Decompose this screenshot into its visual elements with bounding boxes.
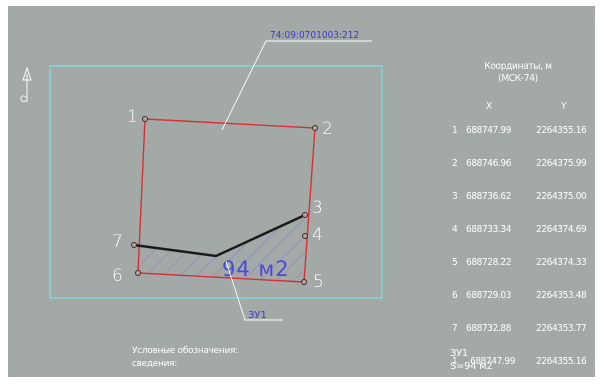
y-value: 2264353.77 <box>536 323 587 334</box>
point-number: 7 <box>452 323 458 334</box>
y-value: 2264374.69 <box>536 224 587 235</box>
coordinate-row: 1 688747.99 2264355.16 <box>438 125 598 158</box>
coordinates-title: Координаты, м (МСК-74) <box>438 61 598 85</box>
vertex-marker <box>312 125 318 131</box>
division-line <box>133 213 306 258</box>
column-y-header: Y <box>561 101 567 112</box>
coordinate-row: 1 688747.99 2264355.16 <box>438 356 598 389</box>
coordinate-row: 3 688736.62 2264375.00 <box>438 191 598 224</box>
y-value: 2264375.99 <box>536 158 587 169</box>
column-x-header: X <box>486 101 493 112</box>
drawing-canvas: С 1 2 3 4 5 6 7 94 м2 <box>8 6 595 377</box>
point-number: 4 <box>452 224 458 235</box>
summary-area: S=94 м2 <box>450 361 493 372</box>
vertex-marker <box>302 233 308 239</box>
parcel-drawing: С 1 2 3 4 5 6 7 94 м2 <box>20 30 383 321</box>
summary-parcel: ЗУ1 <box>450 348 468 359</box>
vertex-marker <box>302 212 308 218</box>
cadastral-number: 74:09:0701003:212 <box>270 30 359 41</box>
x-value: 688747.99 <box>470 356 516 367</box>
x-value: 688733.34 <box>466 224 512 235</box>
legend-subtitle: сведения: <box>132 359 178 369</box>
point-number: 1 <box>452 356 458 367</box>
parcel-leader-line <box>225 260 283 321</box>
point-number: 1 <box>452 125 458 136</box>
coordinates-title-line2: (МСК-74) <box>498 73 538 84</box>
north-arrow-icon: С <box>20 66 32 104</box>
coordinate-row: 2 688746.96 2264375.99 <box>438 158 598 191</box>
x-value: 688728.22 <box>466 257 512 268</box>
point-number: 2 <box>452 158 458 169</box>
y-value: 2264374.33 <box>536 257 587 268</box>
vertex-label-1: 1 <box>127 107 138 127</box>
vertex-marker <box>301 279 307 285</box>
y-value: 2264355.16 <box>536 356 587 367</box>
point-number: 6 <box>452 290 458 301</box>
vertex-label-3: 3 <box>312 198 323 218</box>
coordinates-title-line1: Координаты, м <box>484 61 552 72</box>
x-value: 688747.99 <box>466 125 512 136</box>
coordinate-row: 7 688732.88 2264353.77 <box>438 323 598 356</box>
north-arrow-label: С <box>20 94 27 104</box>
cadastral-leader-line <box>221 40 372 131</box>
vertex-label-6: 6 <box>112 266 123 286</box>
coordinate-row: 5 688728.22 2264374.33 <box>438 257 598 290</box>
hatched-area <box>135 215 305 282</box>
vertex-label-5: 5 <box>313 272 324 292</box>
x-value: 688729.03 <box>466 290 512 301</box>
vertex-label-7: 7 <box>112 232 123 252</box>
y-value: 2264353.48 <box>536 290 587 301</box>
vertex-marker <box>135 270 141 276</box>
vertex-marker <box>131 242 137 248</box>
legend-title: Условные обозначения: <box>132 346 238 356</box>
point-number: 3 <box>452 191 458 202</box>
coordinates-table: Координаты, м (МСК-74) X Y 1 688747.99 2… <box>438 61 598 389</box>
point-number: 5 <box>452 257 458 268</box>
x-value: 688736.62 <box>466 191 512 202</box>
y-value: 2264375.00 <box>536 191 587 202</box>
coordinate-row: 4 688733.34 2264374.69 <box>438 224 598 257</box>
x-value: 688746.96 <box>466 158 512 169</box>
parcel-label: ЗУ1 <box>248 310 267 321</box>
map-frame <box>49 65 383 299</box>
area-label: 94 м2 <box>222 257 290 281</box>
vertex-label-2: 2 <box>322 119 333 139</box>
coordinate-row: 6 688729.03 2264353.48 <box>438 290 598 323</box>
vertex-label-4: 4 <box>312 225 323 245</box>
coordinates-header: X Y <box>438 101 598 115</box>
x-value: 688732.88 <box>466 323 512 334</box>
y-value: 2264355.16 <box>536 125 587 136</box>
vertex-marker <box>142 116 148 122</box>
